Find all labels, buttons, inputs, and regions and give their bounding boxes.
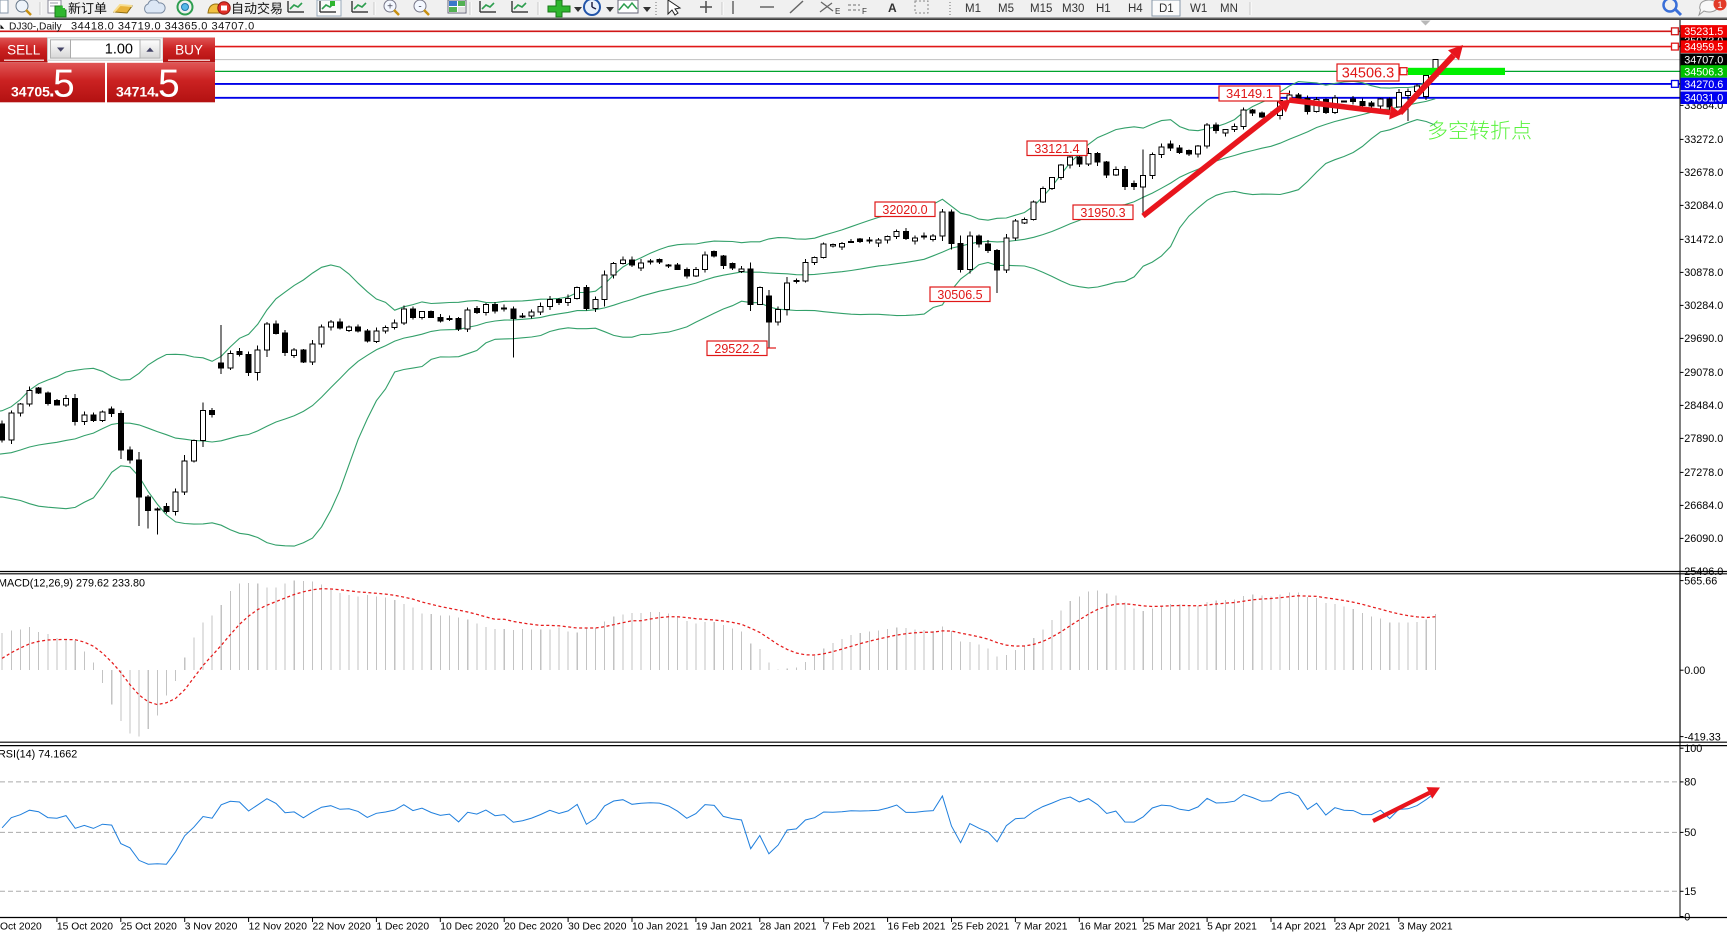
svg-text:10 Dec 2020: 10 Dec 2020 [440,921,499,932]
svg-text:16 Mar 2021: 16 Mar 2021 [1079,921,1137,932]
svg-text:7 Mar 2021: 7 Mar 2021 [1015,921,1067,932]
svg-text:32020.0: 32020.0 [882,203,927,217]
svg-text:34714: 34714 [116,84,155,100]
svg-text:34270.6: 34270.6 [1684,79,1723,91]
svg-text:31950.3: 31950.3 [1080,206,1125,220]
svg-text:0.00: 0.00 [1684,665,1705,677]
svg-text:34707.0: 34707.0 [1684,55,1723,67]
svg-text:3 May 2021: 3 May 2021 [1399,921,1453,932]
svg-text:34418.0 34719.0 34365.0 34707.: 34418.0 34719.0 34365.0 34707.0 [71,21,255,33]
svg-text:22 Nov 2020: 22 Nov 2020 [313,921,372,932]
svg-text:M30: M30 [1062,3,1084,15]
svg-text:-: - [418,2,421,13]
svg-text:15 Oct 2020: 15 Oct 2020 [57,921,113,932]
svg-text:34506.3: 34506.3 [1342,66,1394,82]
svg-text:29690.0: 29690.0 [1684,333,1723,345]
svg-text:SELL: SELL [7,43,41,58]
svg-text:32678.0: 32678.0 [1684,167,1723,179]
svg-text:35231.5: 35231.5 [1684,26,1723,38]
svg-text:27278.0: 27278.0 [1684,467,1723,479]
svg-text:16 Feb 2021: 16 Feb 2021 [888,921,946,932]
svg-text:Oct 2020: Oct 2020 [0,921,42,932]
svg-text:7 Feb 2021: 7 Feb 2021 [824,921,876,932]
svg-text:26684.0: 26684.0 [1684,500,1723,512]
svg-text:-419.33: -419.33 [1684,731,1721,743]
svg-text:26090.0: 26090.0 [1684,533,1723,545]
svg-text:MACD(12,26,9) 279.62 233.80: MACD(12,26,9) 279.62 233.80 [0,578,145,590]
svg-text:H1: H1 [1096,3,1111,15]
svg-text:34959.5: 34959.5 [1684,42,1723,54]
svg-text:30878.0: 30878.0 [1684,267,1723,279]
svg-text:25 Mar 2021: 25 Mar 2021 [1143,921,1201,932]
svg-text:33121.4: 33121.4 [1034,142,1079,156]
svg-text:23 Apr 2021: 23 Apr 2021 [1335,921,1391,932]
svg-text:30506.5: 30506.5 [937,288,982,302]
svg-text:31472.0: 31472.0 [1684,234,1723,246]
svg-text:3 Nov 2020: 3 Nov 2020 [185,921,238,932]
svg-text:25 Oct 2020: 25 Oct 2020 [121,921,177,932]
svg-text:14 Apr 2021: 14 Apr 2021 [1271,921,1327,932]
svg-text:H4: H4 [1128,3,1143,15]
svg-text:33272.0: 33272.0 [1684,134,1723,146]
svg-text:29078.0: 29078.0 [1684,367,1723,379]
svg-text:RSI(14) 74.1662: RSI(14) 74.1662 [0,749,77,761]
svg-text:0: 0 [1684,911,1690,923]
svg-text:W1: W1 [1190,3,1207,15]
svg-text:1 Dec 2020: 1 Dec 2020 [376,921,429,932]
svg-text:5: 5 [158,63,180,106]
svg-text:34149.1: 34149.1 [1226,86,1273,101]
svg-text:MN: MN [1220,3,1238,15]
svg-text:19 Jan 2021: 19 Jan 2021 [696,921,753,932]
svg-text:F: F [862,7,867,16]
svg-text:M5: M5 [998,3,1014,15]
svg-text:25 Feb 2021: 25 Feb 2021 [952,921,1010,932]
svg-text:D1: D1 [1159,3,1174,15]
svg-text:34506.3: 34506.3 [1684,66,1723,78]
svg-text:28 Jan 2021: 28 Jan 2021 [760,921,817,932]
svg-text:32084.0: 32084.0 [1684,200,1723,212]
svg-text:.: . [49,80,55,102]
svg-text:1: 1 [1717,0,1722,10]
svg-text:5: 5 [53,63,75,106]
svg-text:28484.0: 28484.0 [1684,400,1723,412]
svg-text:20 Dec 2020: 20 Dec 2020 [504,921,563,932]
svg-text:12 Nov 2020: 12 Nov 2020 [249,921,308,932]
svg-text:100: 100 [1684,743,1702,755]
svg-text:5 Apr 2021: 5 Apr 2021 [1207,921,1257,932]
svg-text:29522.2: 29522.2 [714,342,759,356]
svg-text:E: E [835,7,840,16]
svg-text:34031.0: 34031.0 [1684,93,1723,105]
svg-text:10 Jan 2021: 10 Jan 2021 [632,921,689,932]
svg-text:50: 50 [1684,827,1696,839]
svg-text:1.00: 1.00 [105,42,133,58]
svg-text:M1: M1 [965,3,981,15]
svg-text:27890.0: 27890.0 [1684,433,1723,445]
svg-text:15: 15 [1684,886,1696,898]
svg-text:BUY: BUY [175,43,203,58]
svg-text:25496.0: 25496.0 [1684,566,1723,578]
svg-text:+: + [387,2,393,13]
svg-text:30284.0: 30284.0 [1684,300,1723,312]
svg-text:80: 80 [1684,777,1696,789]
svg-text:A: A [888,1,897,15]
svg-text:DJ30-,Daily: DJ30-,Daily [9,22,63,33]
svg-text:565.66: 565.66 [1684,575,1717,587]
svg-text:34705: 34705 [11,84,50,100]
svg-text:30 Dec 2020: 30 Dec 2020 [568,921,627,932]
svg-text:M15: M15 [1030,3,1052,15]
svg-text:.: . [154,80,160,102]
